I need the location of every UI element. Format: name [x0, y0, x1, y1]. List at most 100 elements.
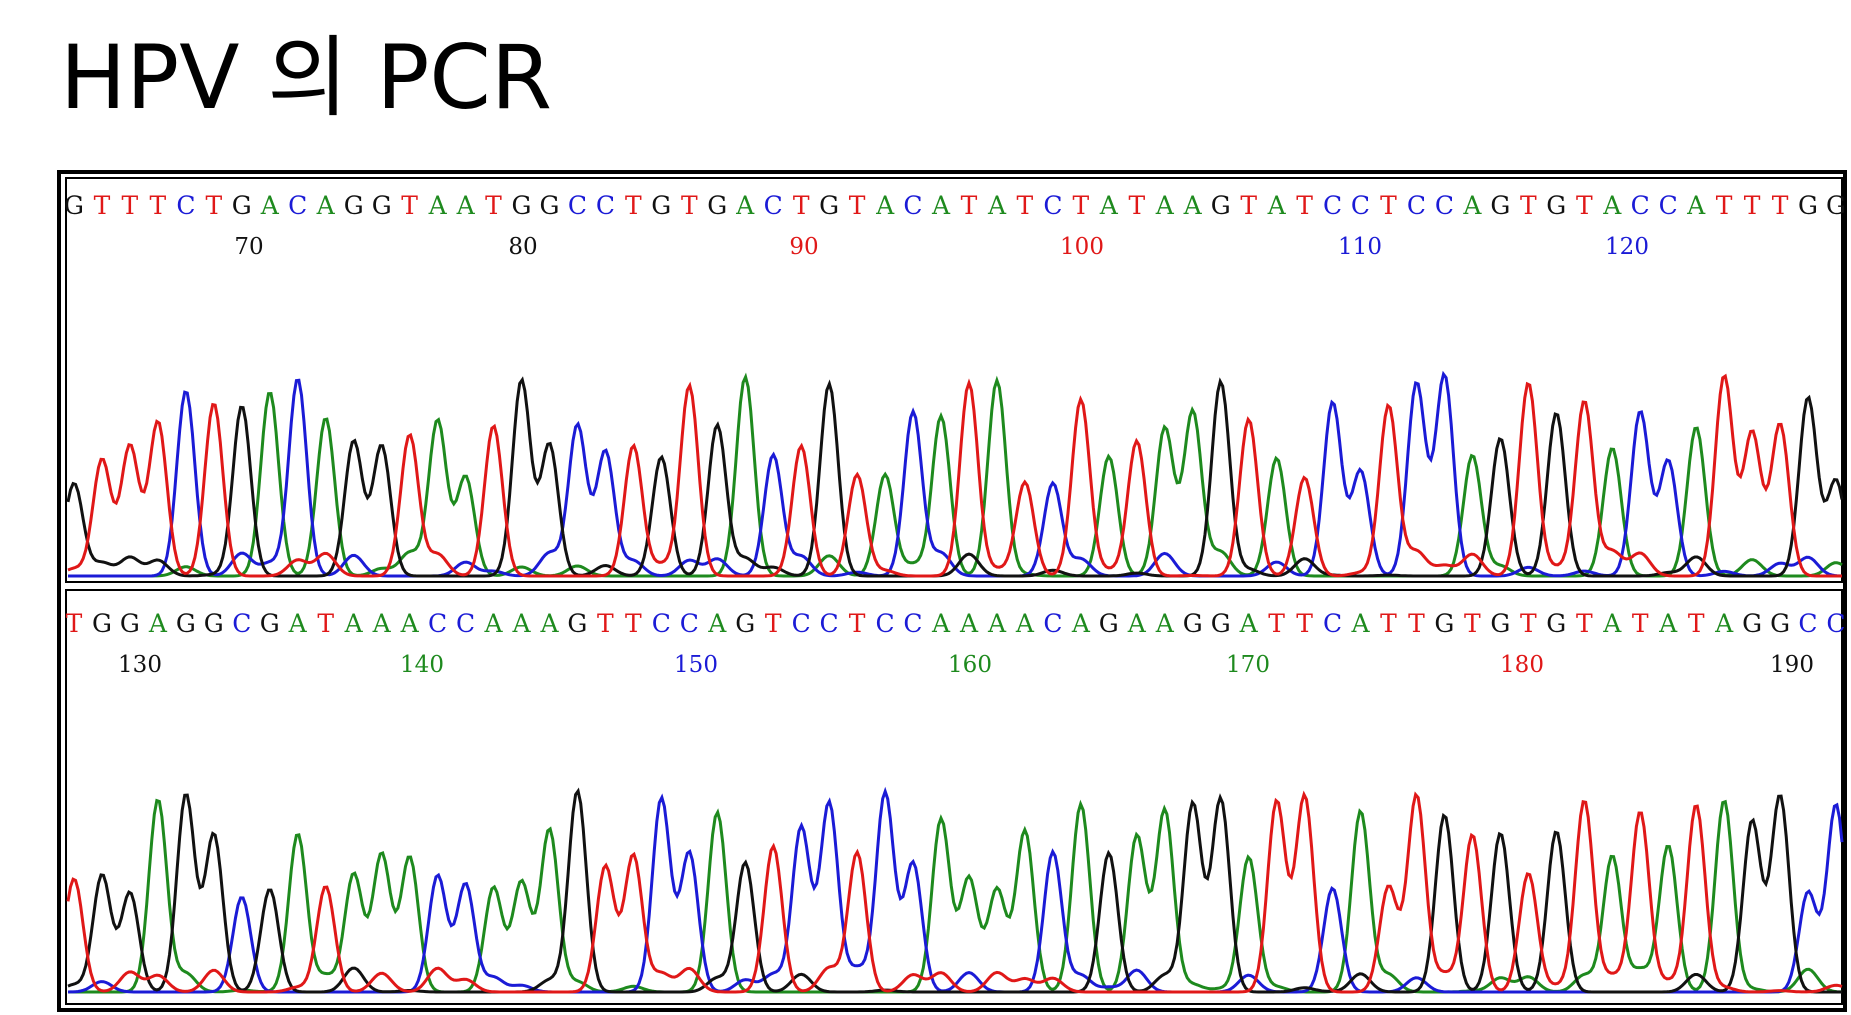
- position-tick-label: 80: [508, 234, 537, 260]
- base-call: A: [428, 191, 448, 220]
- base-call: G: [651, 191, 671, 220]
- base-call: C: [1043, 609, 1062, 638]
- base-call: C: [456, 609, 475, 638]
- base-call: G: [1546, 191, 1566, 220]
- base-call: A: [931, 609, 951, 638]
- base-call: G: [372, 191, 392, 220]
- base-call: A: [400, 609, 420, 638]
- base-call: A: [539, 609, 559, 638]
- base-call: G: [1183, 609, 1203, 638]
- base-call: A: [735, 191, 755, 220]
- base-call: G: [344, 191, 364, 220]
- base-call: C: [903, 191, 922, 220]
- base-call: C: [1798, 609, 1817, 638]
- base-call: T: [485, 191, 502, 220]
- base-call: C: [288, 191, 307, 220]
- base-call: T: [681, 191, 698, 220]
- base-call: A: [344, 609, 364, 638]
- base-call: T: [1576, 191, 1593, 220]
- base-call: C: [176, 191, 195, 220]
- base-call: A: [1071, 609, 1091, 638]
- base-call: G: [1798, 191, 1818, 220]
- base-call: C: [428, 609, 447, 638]
- base-call: C: [792, 609, 811, 638]
- base-call: A: [875, 191, 895, 220]
- base-call: A: [1350, 609, 1370, 638]
- base-call: G: [1099, 609, 1119, 638]
- base-call: T: [401, 191, 418, 220]
- base-call: T: [793, 191, 810, 220]
- base-call: C: [1323, 191, 1342, 220]
- base-call: A: [1602, 191, 1622, 220]
- base-call: C: [1323, 609, 1342, 638]
- base-call: C: [876, 609, 895, 638]
- bottom-traces: [66, 786, 1844, 994]
- base-call: T: [1380, 191, 1397, 220]
- trace-C: [67, 786, 1844, 994]
- base-call: T: [765, 609, 782, 638]
- base-call: C: [820, 609, 839, 638]
- base-call: T: [1296, 191, 1313, 220]
- position-tick-label: 90: [789, 234, 818, 260]
- base-call: T: [1520, 191, 1537, 220]
- base-call: A: [1686, 191, 1706, 220]
- base-call: T: [1772, 191, 1789, 220]
- base-call: A: [1602, 609, 1622, 638]
- base-call: T: [150, 191, 167, 220]
- base-call: G: [735, 609, 755, 638]
- base-call: A: [1155, 191, 1175, 220]
- base-call: G: [1211, 609, 1231, 638]
- base-call: C: [1826, 609, 1845, 638]
- base-call: A: [987, 609, 1007, 638]
- top-panel: [65, 177, 1843, 583]
- base-call: C: [1407, 191, 1426, 220]
- base-call: G: [819, 191, 839, 220]
- base-call: T: [625, 191, 642, 220]
- base-call: T: [1576, 609, 1593, 638]
- base-call: T: [122, 191, 139, 220]
- position-tick-label: 110: [1338, 234, 1382, 260]
- base-call: G: [1434, 609, 1454, 638]
- base-call: A: [511, 609, 531, 638]
- base-call: T: [625, 609, 642, 638]
- position-tick-label: 180: [1500, 652, 1544, 678]
- base-call: T: [1073, 191, 1090, 220]
- base-call: T: [94, 191, 111, 220]
- base-call: A: [707, 609, 727, 638]
- base-call: A: [1099, 191, 1119, 220]
- base-call: A: [931, 191, 951, 220]
- base-call: A: [483, 609, 503, 638]
- trace-A: [68, 798, 1842, 994]
- base-call: G: [1826, 191, 1846, 220]
- base-call: G: [540, 191, 560, 220]
- position-tick-label: 130: [118, 652, 162, 678]
- base-call: C: [596, 191, 615, 220]
- base-call: G: [260, 609, 280, 638]
- base-call: A: [1714, 609, 1734, 638]
- base-call: G: [176, 609, 196, 638]
- base-call: C: [232, 609, 251, 638]
- base-call: C: [1043, 191, 1062, 220]
- base-call: C: [903, 609, 922, 638]
- base-call: A: [1462, 191, 1482, 220]
- base-call: A: [1267, 191, 1287, 220]
- bottom-position-ticks: 130 140 150 160 170 180 190: [118, 652, 1814, 678]
- base-call: C: [1435, 191, 1454, 220]
- base-call: G: [1490, 609, 1510, 638]
- base-call: T: [205, 191, 222, 220]
- base-call: T: [849, 609, 866, 638]
- base-call: T: [1240, 191, 1257, 220]
- base-call: G: [92, 609, 112, 638]
- base-call: G: [232, 191, 252, 220]
- base-call: A: [316, 191, 336, 220]
- base-call: T: [597, 609, 614, 638]
- bottom-panel: [65, 589, 1843, 1005]
- base-call: T: [961, 191, 978, 220]
- position-tick-label: 70: [234, 234, 263, 260]
- base-call: A: [987, 191, 1007, 220]
- base-call: G: [64, 191, 84, 220]
- base-call: A: [1127, 609, 1147, 638]
- base-call: T: [1716, 191, 1733, 220]
